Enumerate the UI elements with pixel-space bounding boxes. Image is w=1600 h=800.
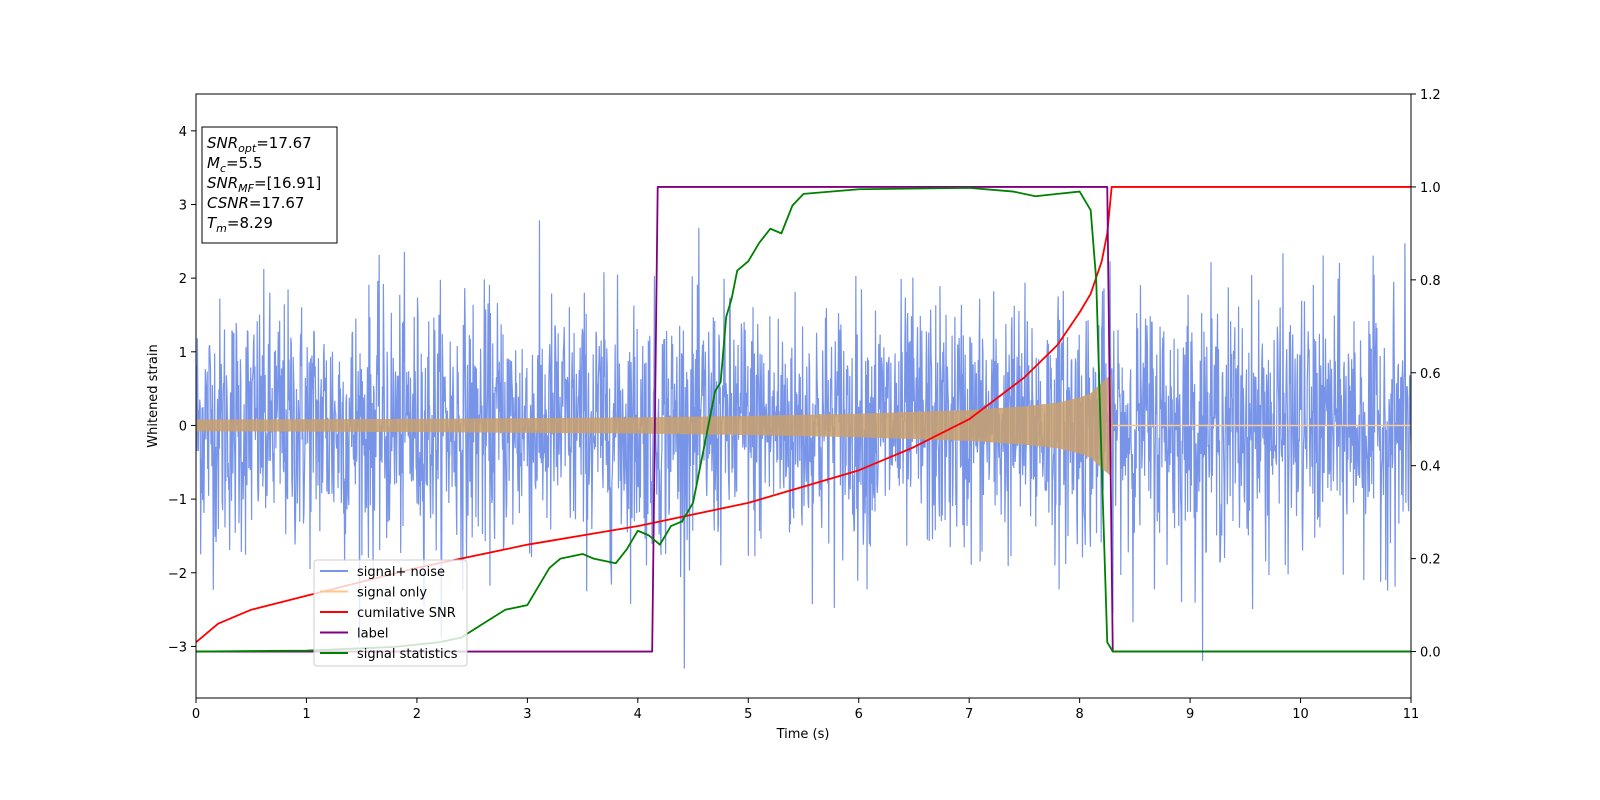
x-tick-label: 3 — [523, 707, 531, 722]
y-tick-label: −2 — [168, 567, 187, 582]
annotation-box-border — [201, 126, 338, 244]
legend-entry: signal statistics — [357, 647, 458, 662]
y2-tick-label: 0.2 — [1420, 553, 1441, 568]
y-tick-label: −1 — [168, 493, 187, 508]
legend-entry: cumilative SNR — [357, 606, 456, 621]
x-tick-label: 0 — [192, 707, 200, 722]
y2-tick-label: 0.6 — [1420, 367, 1441, 382]
axes-border — [195, 93, 1412, 699]
y-tick-label: 4 — [179, 125, 187, 140]
x-tick-label: 1 — [302, 707, 310, 722]
y-tick-label: 0 — [179, 419, 187, 434]
x-tick-label: 7 — [965, 707, 973, 722]
x-tick-label: 8 — [1075, 707, 1083, 722]
y-axis-label: Whitened strain — [146, 344, 161, 447]
legend-entry: signal+ noise — [357, 565, 445, 580]
y2-tick-label: 0.8 — [1420, 274, 1441, 289]
series-signal-only-band — [196, 374, 1411, 477]
x-tick-label: 11 — [1403, 707, 1420, 722]
x-tick-label: 10 — [1292, 707, 1309, 722]
legend-box — [313, 559, 468, 667]
stats-annotation-box: SNRopt=17.67Mc=5.5SNRMF=[16.91]CSNR=17.6… — [201, 126, 338, 244]
axis-ticks: 0 1 2 3 4 5 6 7 8 9 10 11 −3 −2 −1 0 1 2 3 4 0.0 0.2 0.4 0.6 0.8… — [168, 88, 1441, 722]
y2-tick-label: 1.2 — [1420, 88, 1441, 103]
legend-entry: label — [357, 627, 388, 642]
annotation-line: Mc=5.5 — [207, 154, 262, 175]
y-tick-label: 3 — [179, 198, 187, 213]
x-tick-label: 5 — [744, 707, 752, 722]
series-signal-statistics — [196, 186, 1411, 653]
x-tick-label: 9 — [1186, 707, 1194, 722]
y2-tick-label: 0.4 — [1420, 460, 1441, 475]
y-tick-label: 1 — [179, 346, 187, 361]
axes-frame — [195, 93, 1412, 699]
legend: signal+ noise signal only cumilative SNR la… — [313, 559, 468, 667]
x-axis-label: Time (s) — [776, 727, 830, 742]
x-tick-label: 4 — [634, 707, 642, 722]
annotation-line: CSNR=17.67 — [207, 194, 304, 212]
y2-tick-label: 1.0 — [1420, 181, 1441, 196]
annotation-line: Tm=8.29 — [207, 214, 273, 235]
y2-tick-label: 0.0 — [1420, 646, 1441, 661]
annotation-line: SNRMF=[16.91] — [207, 174, 321, 195]
legend-entry: signal only — [357, 586, 427, 601]
x-tick-label: 2 — [413, 707, 421, 722]
annotation-line: SNRopt=17.67 — [207, 134, 312, 155]
x-tick-label: 6 — [855, 707, 863, 722]
y-tick-label: 2 — [179, 272, 187, 287]
y-tick-label: −3 — [168, 640, 187, 655]
